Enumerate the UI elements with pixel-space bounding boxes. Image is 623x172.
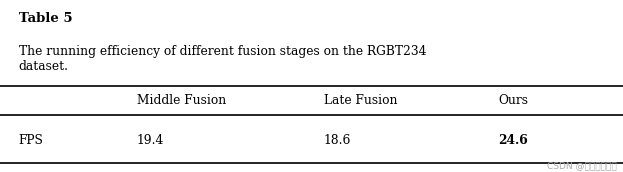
Text: Late Fusion: Late Fusion [324,94,397,107]
Text: The running efficiency of different fusion stages on the RGBT234
dataset.: The running efficiency of different fusi… [19,45,426,73]
Text: Table 5: Table 5 [19,12,72,25]
Text: CSDN @小学生玩编程: CSDN @小学生玩编程 [547,161,617,170]
Text: 19.4: 19.4 [137,134,164,147]
Text: 24.6: 24.6 [498,134,528,147]
Text: 18.6: 18.6 [324,134,351,147]
Text: Middle Fusion: Middle Fusion [137,94,226,107]
Text: FPS: FPS [19,134,44,147]
Text: Ours: Ours [498,94,528,107]
